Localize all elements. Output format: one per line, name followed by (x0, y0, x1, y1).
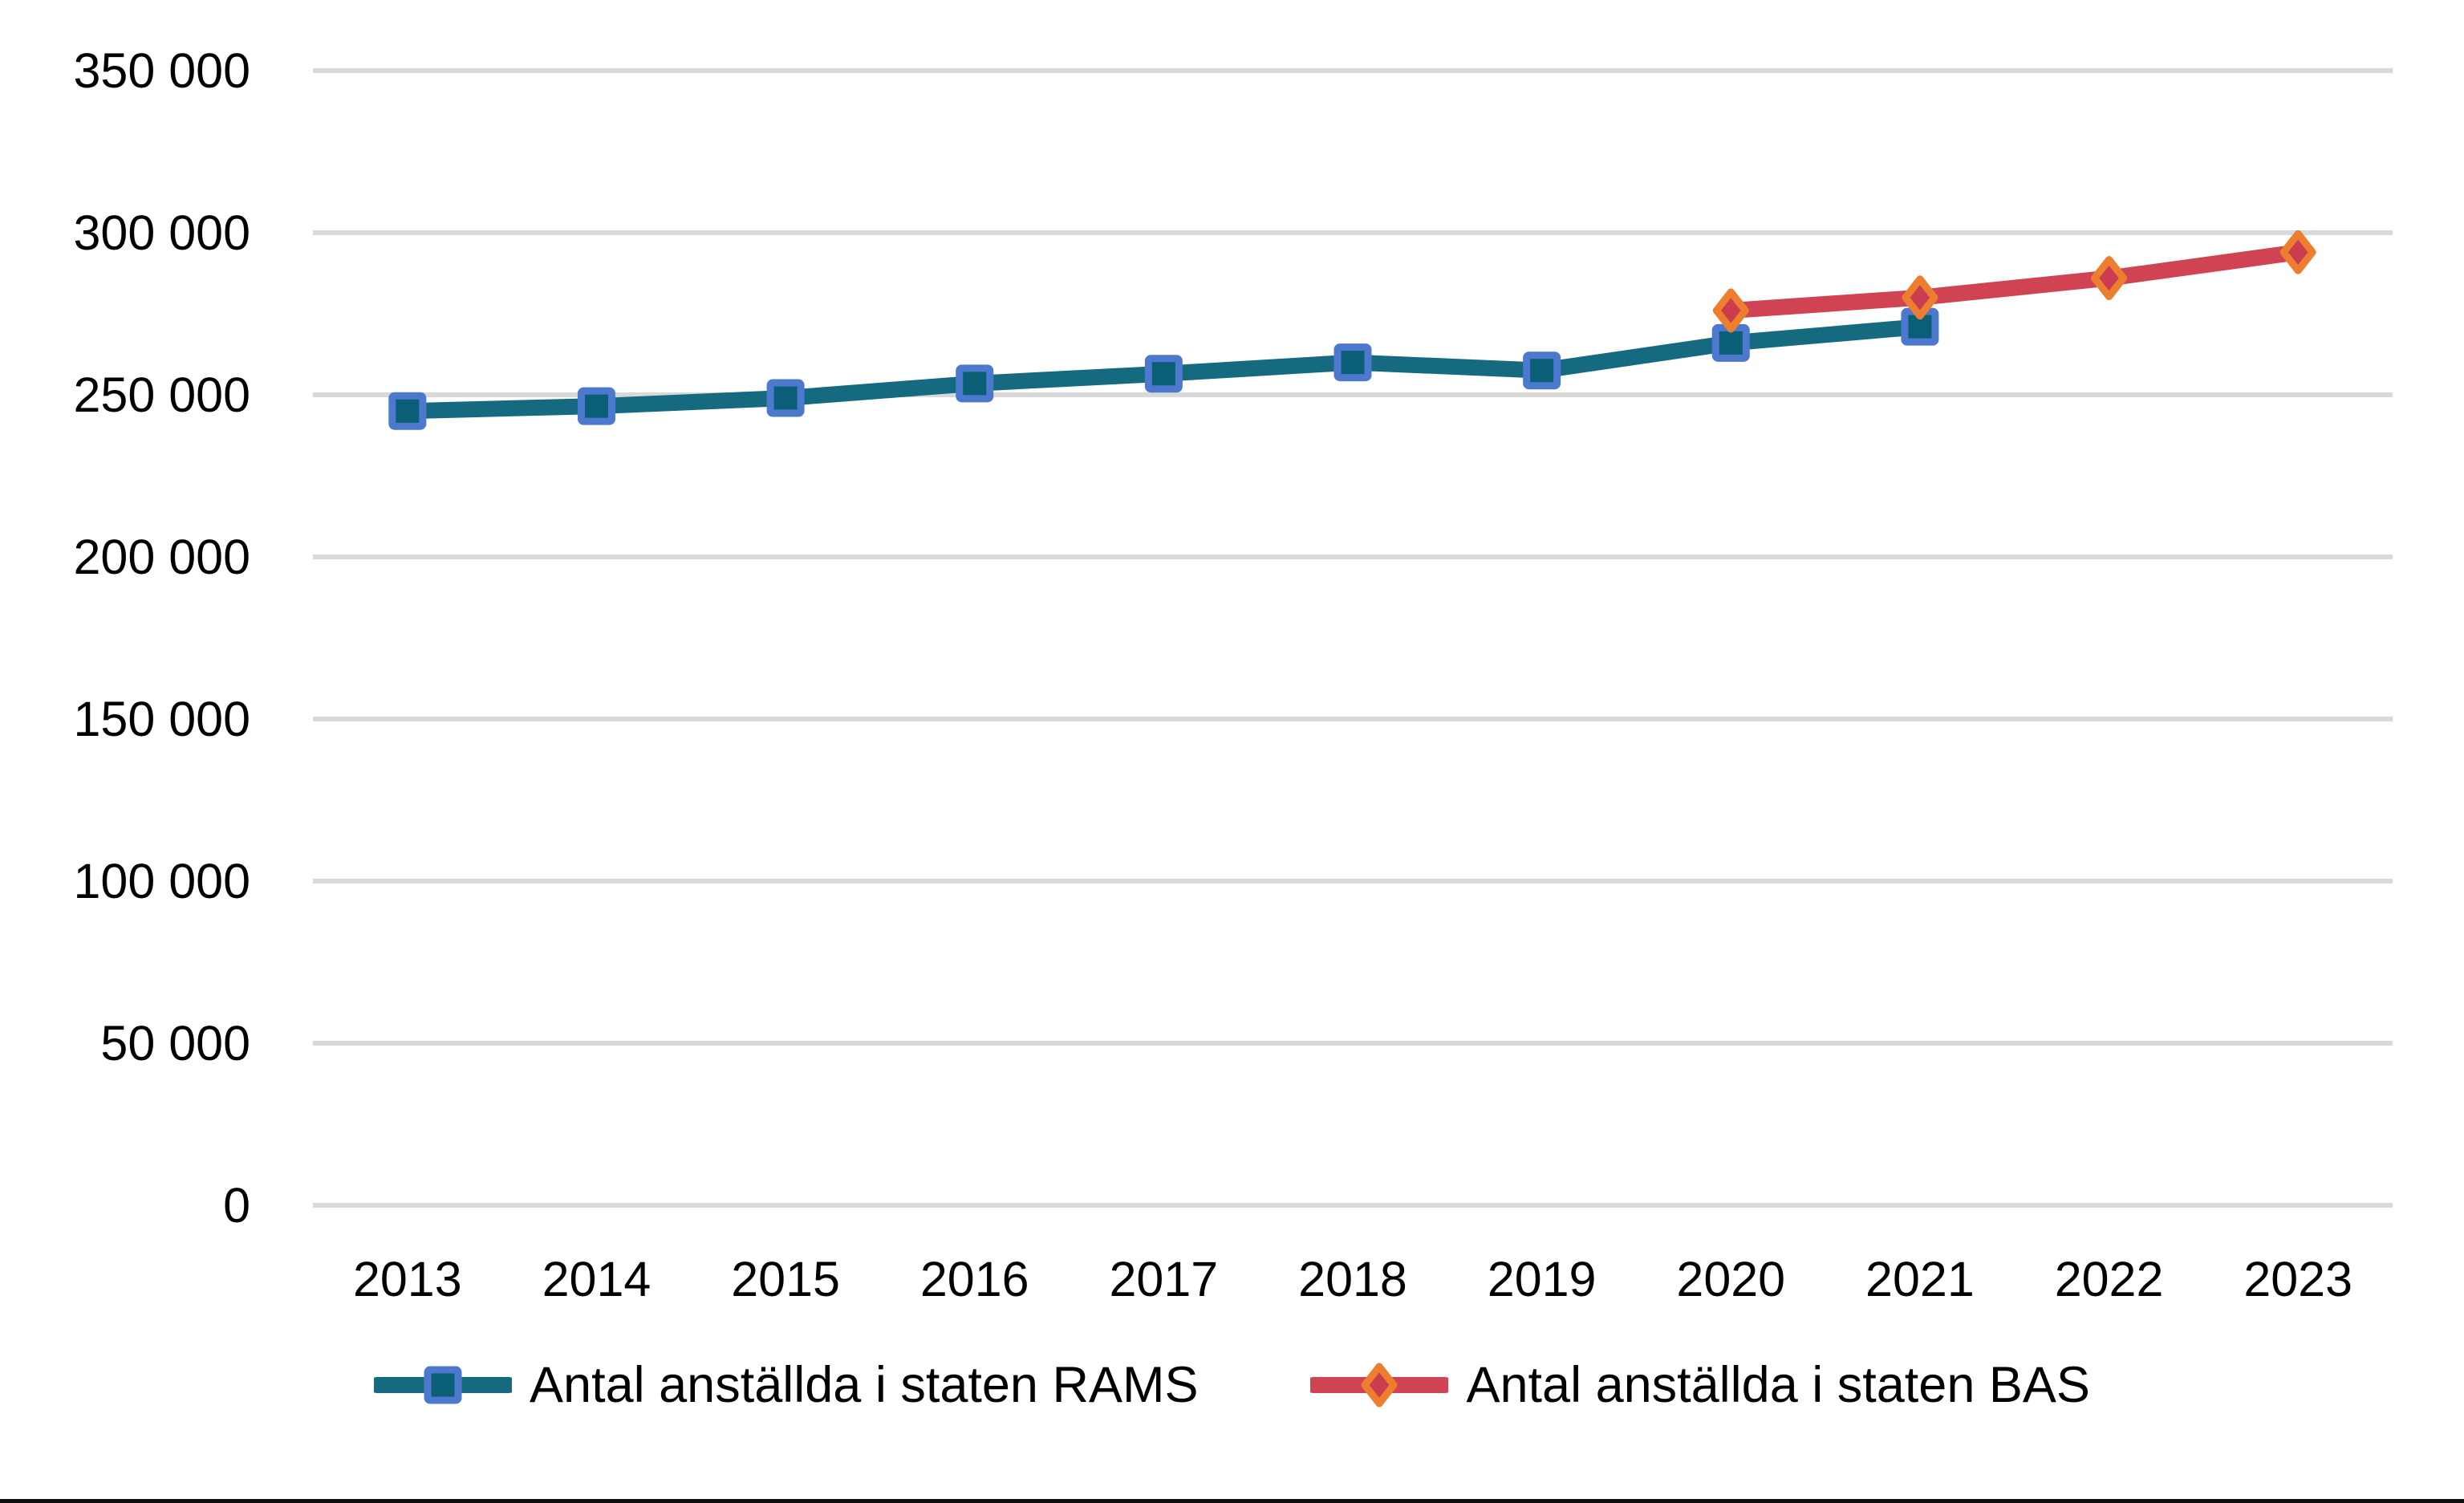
x-tick-label: 2018 (1298, 1252, 1407, 1306)
data-point-marker (388, 392, 427, 430)
legend-marker-sample (1361, 1363, 1398, 1408)
y-tick-label: 100 000 (74, 854, 251, 908)
data-point-marker (2279, 230, 2316, 274)
bas-series (1712, 230, 2316, 333)
legend-label-bas: Antal anställda i staten BAS (1466, 1357, 2090, 1413)
legend-marker-sample (424, 1366, 462, 1404)
x-tick-label: 2023 (2243, 1252, 2352, 1306)
legend-item-rams: Antal anställda i staten RAMS (374, 1356, 1198, 1414)
data-point-marker (1333, 343, 1372, 382)
y-tick-label: 200 000 (74, 530, 251, 584)
data-point-marker (1712, 288, 1749, 333)
y-tick-label: 350 000 (74, 43, 251, 98)
legend-label-rams: Antal anställda i staten RAMS (530, 1357, 1199, 1413)
y-axis-tick-labels: 0 50 000 100 000 150 000 200 000 250 000 300 0… (74, 43, 251, 1233)
data-point-marker (1902, 275, 1938, 320)
data-point-marker (1144, 355, 1183, 393)
data-point-marker (766, 379, 805, 417)
x-tick-label: 2014 (542, 1252, 652, 1306)
x-tick-label: 2020 (1676, 1252, 1785, 1306)
rams-series (388, 307, 1939, 430)
bas-legend-marker-icon (1310, 1363, 1449, 1408)
x-tick-label: 2019 (1488, 1252, 1597, 1306)
bas-series-line (1723, 244, 2307, 319)
data-point-marker (577, 387, 615, 425)
data-point-marker (1523, 351, 1561, 390)
legend-item-bas: Antal anställda i staten BAS (1310, 1356, 2090, 1414)
data-point-marker (2091, 256, 2128, 301)
x-tick-label: 2013 (353, 1252, 462, 1306)
x-tick-label: 2017 (1110, 1252, 1219, 1306)
line-chart: 0 50 000 100 000 150 000 200 000 250 000 300 0… (74, 43, 2393, 1306)
data-point-marker (956, 364, 994, 403)
y-tick-label: 50 000 (100, 1016, 250, 1070)
y-tick-label: 250 000 (74, 368, 251, 422)
chart-legend: Antal anställda i staten RAMS Antal anst… (0, 1356, 2464, 1414)
y-tick-label: 300 000 (74, 205, 251, 260)
x-tick-label: 2022 (2055, 1252, 2164, 1306)
rams-legend-marker-icon (374, 1366, 513, 1404)
gridlines (313, 68, 2393, 1208)
x-tick-label: 2015 (731, 1252, 840, 1306)
x-axis-tick-labels: 2013 2014 2015 2016 2017 2018 2019 2020 2021 2022… (353, 1252, 2352, 1306)
y-tick-label: 150 000 (74, 692, 251, 746)
x-tick-label: 2016 (920, 1252, 1029, 1306)
x-tick-label: 2021 (1865, 1252, 1975, 1306)
y-tick-label: 0 (223, 1178, 250, 1233)
